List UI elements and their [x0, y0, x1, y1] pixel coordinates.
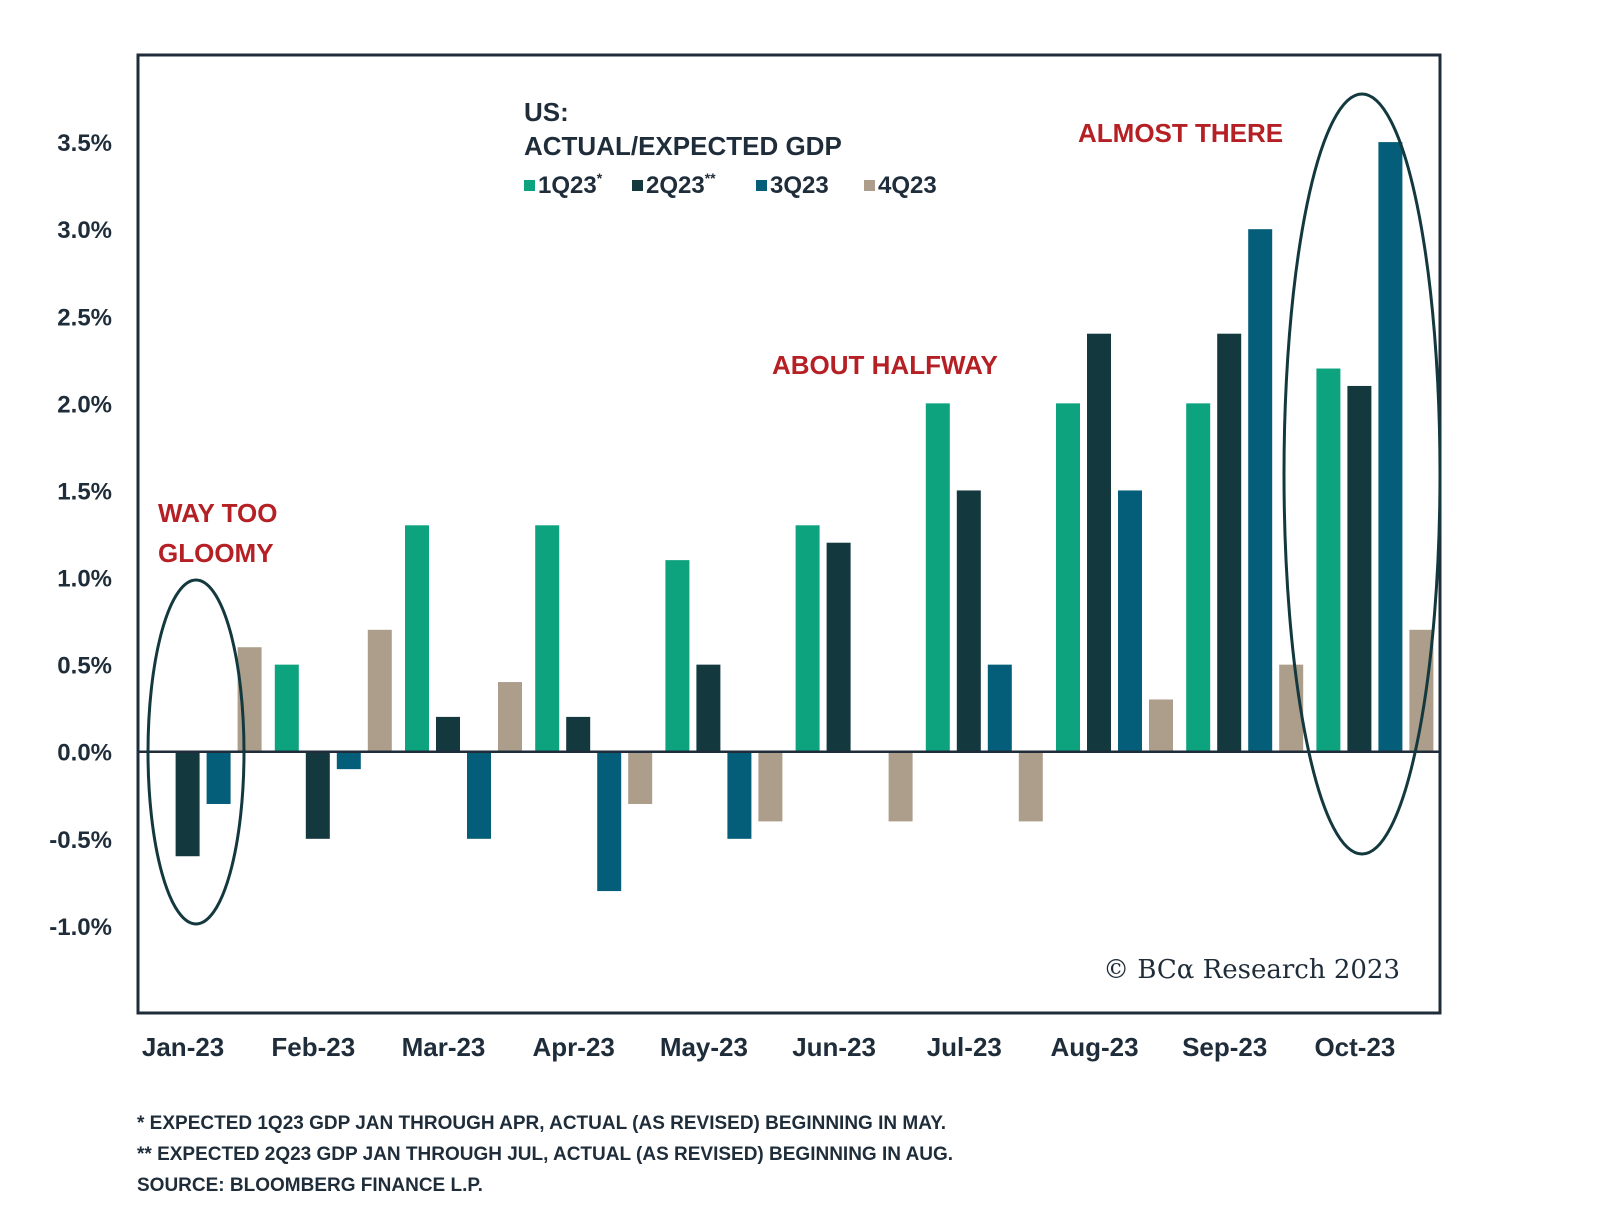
y-tick-label: 0.0%	[57, 740, 112, 767]
bar-4q23-apr-23	[628, 751, 653, 804]
bar-1q23-feb-23	[274, 664, 299, 752]
bar-3q23-mar-23	[467, 751, 491, 839]
bar-3q23-oct-23	[1378, 142, 1403, 752]
x-tick-label: Apr-23	[533, 1032, 615, 1062]
bar-4q23-aug-23	[1149, 699, 1173, 752]
annotation-text: ABOUT HALFWAY	[772, 350, 998, 380]
x-tick-label: Mar-23	[402, 1032, 486, 1062]
bars-layer	[175, 142, 1434, 892]
x-tick-label: Feb-23	[271, 1032, 355, 1062]
y-tick-label: -0.5%	[49, 827, 112, 854]
bar-2q23-jan-23	[175, 751, 200, 857]
bar-1q23-mar-23	[405, 525, 429, 752]
footnote-source: SOURCE: BLOOMBERG FINANCE L.P.	[137, 1175, 483, 1196]
bar-1q23-jul-23	[925, 403, 950, 752]
bar-2q23-sep-23	[1217, 333, 1242, 752]
bar-2q23-oct-23	[1347, 385, 1372, 752]
bar-3q23-feb-23	[336, 751, 361, 770]
legend-label-2q23: 2Q23**	[646, 170, 716, 199]
legend-label-3q23: 3Q23	[770, 172, 829, 199]
bar-2q23-jun-23	[826, 542, 851, 752]
bar-3q23-jul-23	[987, 664, 1012, 752]
legend: 1Q23* 2Q23** 3Q23 4Q23	[524, 170, 937, 199]
x-tick-label: Jun-23	[792, 1032, 876, 1062]
x-tick-label: Aug-23	[1050, 1032, 1138, 1062]
bar-1q23-may-23	[665, 560, 690, 752]
bar-4q23-oct-23	[1409, 629, 1434, 752]
bar-2q23-may-23	[696, 664, 721, 752]
footnote-2: ** EXPECTED 2Q23 GDP JAN THROUGH JUL, AC…	[137, 1144, 954, 1165]
bar-4q23-mar-23	[498, 682, 522, 752]
bar-1q23-sep-23	[1186, 403, 1211, 752]
legend-swatch-4q23	[864, 180, 875, 191]
x-axis: Jan-23 Feb-23 Mar-23 Apr-23 May-23 Jun-23 Jul-…	[142, 1032, 1395, 1062]
x-tick-label: Oct-23	[1314, 1032, 1395, 1062]
x-tick-label: Jul-23	[927, 1032, 1002, 1062]
bar-2q23-apr-23	[566, 716, 591, 752]
legend-swatch-1q23	[524, 180, 535, 191]
x-tick-label: May-23	[660, 1032, 748, 1062]
annotation-text: GLOOMY	[158, 538, 274, 568]
annotation-text: ALMOST THERE	[1078, 118, 1283, 148]
y-tick-label: -1.0%	[49, 914, 112, 941]
y-tick-label: 1.5%	[57, 478, 112, 505]
bar-2q23-mar-23	[436, 716, 460, 752]
legend-label-1q23: 1Q23*	[538, 170, 603, 199]
bar-4q23-jun-23	[888, 751, 913, 822]
bar-4q23-feb-23	[367, 629, 392, 752]
legend-label-4q23: 4Q23	[878, 172, 937, 199]
legend-swatch-3q23	[756, 180, 767, 191]
chart-title: US:	[524, 97, 569, 127]
bar-2q23-aug-23	[1087, 333, 1111, 752]
chart-subtitle: ACTUAL/EXPECTED GDP	[524, 131, 842, 161]
bar-1q23-apr-23	[535, 525, 560, 752]
credit-text: © BCα Research 2023	[1103, 955, 1400, 985]
y-tick-label: 1.0%	[57, 566, 112, 593]
x-tick-label: Sep-23	[1182, 1032, 1267, 1062]
y-tick-label: 3.0%	[57, 217, 112, 244]
bar-3q23-apr-23	[597, 751, 622, 892]
annotation-text: WAY TOO	[158, 498, 277, 528]
y-tick-label: 0.5%	[57, 653, 112, 680]
bar-1q23-aug-23	[1056, 403, 1080, 752]
y-tick-label: 2.5%	[57, 304, 112, 331]
highlight-circle-jan	[146, 578, 246, 926]
bar-1q23-jun-23	[795, 525, 820, 752]
y-tick-label: 2.0%	[57, 391, 112, 418]
bar-4q23-jul-23	[1018, 751, 1043, 822]
bar-3q23-aug-23	[1118, 490, 1142, 752]
footnotes: * EXPECTED 1Q23 GDP JAN THROUGH APR, ACT…	[137, 1108, 1437, 1201]
bar-3q23-sep-23	[1248, 229, 1273, 752]
bar-2q23-jul-23	[956, 490, 981, 752]
bar-4q23-may-23	[758, 751, 783, 822]
bar-3q23-jan-23	[206, 751, 231, 804]
bar-2q23-feb-23	[305, 751, 330, 839]
bar-1q23-oct-23	[1316, 368, 1341, 752]
y-axis: 3.5% 3.0% 2.5% 2.0% 1.5% 1.0% 0.5% 0.0% -0.5% -1.…	[49, 130, 112, 941]
bar-3q23-may-23	[727, 751, 752, 839]
legend-swatch-2q23	[632, 180, 643, 191]
annotations: WAY TOO GLOOMY ABOUT HALFWAY ALMOST THERE	[158, 118, 1283, 568]
highlight-circle-oct	[1282, 92, 1442, 856]
y-tick-label: 3.5%	[57, 130, 112, 157]
footnote-1: * EXPECTED 1Q23 GDP JAN THROUGH APR, ACT…	[137, 1113, 947, 1134]
x-tick-label: Jan-23	[142, 1032, 224, 1062]
